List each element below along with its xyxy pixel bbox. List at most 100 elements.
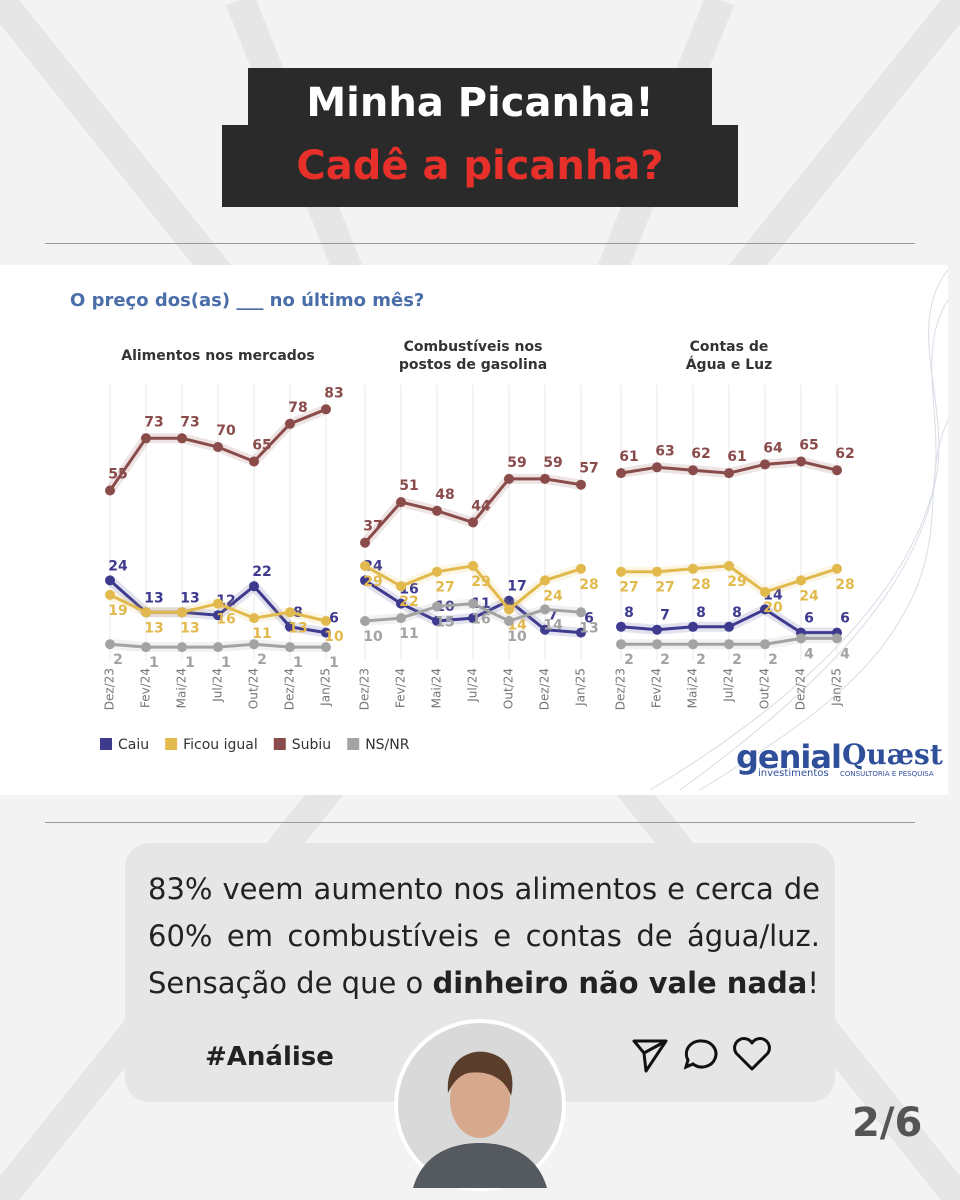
value-label: 1 bbox=[293, 655, 303, 671]
value-label: 2 bbox=[768, 652, 778, 668]
point bbox=[688, 563, 698, 574]
legend-label: Subiu bbox=[292, 737, 331, 753]
x-tick-label: Fev/24 bbox=[650, 668, 664, 708]
comment-icon[interactable] bbox=[683, 1039, 718, 1070]
value-label: 13 bbox=[144, 620, 163, 636]
value-label: 28 bbox=[691, 577, 710, 593]
value-label: 59 bbox=[507, 455, 526, 471]
like-icon[interactable] bbox=[733, 1037, 771, 1071]
point bbox=[360, 560, 370, 571]
value-label: 44 bbox=[471, 498, 491, 514]
point bbox=[724, 639, 734, 650]
value-label: 6 bbox=[840, 611, 850, 627]
share-icon[interactable] bbox=[632, 1039, 668, 1073]
point bbox=[832, 563, 842, 574]
value-label: 2 bbox=[257, 652, 267, 668]
page-number: 2/6 bbox=[852, 1100, 923, 1146]
value-label: 10 bbox=[324, 629, 344, 645]
point bbox=[321, 404, 331, 415]
x-tick-label: Jul/24 bbox=[722, 668, 736, 703]
value-label: 19 bbox=[108, 603, 127, 619]
point bbox=[760, 639, 770, 650]
point bbox=[540, 624, 550, 635]
point bbox=[396, 581, 406, 592]
point bbox=[213, 442, 223, 452]
point bbox=[321, 642, 331, 653]
value-label: 8 bbox=[696, 605, 706, 621]
caption-text: 83% veem aumento nos alimentos e cerca d… bbox=[148, 872, 820, 1000]
point bbox=[724, 468, 734, 479]
point bbox=[249, 456, 259, 467]
value-label: 13 bbox=[180, 620, 199, 636]
caption-text: ! bbox=[807, 966, 819, 1000]
point bbox=[105, 575, 115, 586]
point bbox=[468, 560, 478, 571]
x-tick-label: Jan/25 bbox=[830, 668, 844, 707]
value-label: 6 bbox=[804, 611, 814, 627]
value-label: 57 bbox=[579, 461, 598, 477]
point bbox=[285, 418, 295, 429]
value-label: 62 bbox=[835, 446, 854, 462]
logo-subtext: investimentos bbox=[758, 768, 829, 779]
value-label: 13 bbox=[180, 590, 199, 606]
point bbox=[576, 563, 586, 574]
x-tick-label: Mai/24 bbox=[686, 668, 700, 708]
point bbox=[576, 627, 586, 638]
value-label: 22 bbox=[399, 594, 418, 610]
point bbox=[652, 639, 662, 650]
point bbox=[213, 598, 223, 609]
avatar bbox=[394, 1019, 566, 1191]
value-label: 63 bbox=[655, 443, 674, 459]
point bbox=[760, 459, 770, 470]
value-label: 14 bbox=[543, 617, 563, 633]
caption-bold: dinheiro não vale nada bbox=[432, 966, 808, 1000]
charts: Dez/23 Fev/24 Mai/24 Jul/24 Out/24 Dez/24 Jan/… bbox=[100, 269, 949, 791]
point bbox=[652, 462, 662, 473]
value-label: 28 bbox=[835, 577, 854, 593]
point bbox=[141, 607, 151, 618]
value-label: 10 bbox=[363, 629, 383, 645]
x-tick-label: Fev/24 bbox=[139, 668, 153, 708]
value-label: 24 bbox=[799, 588, 819, 604]
legend-label: Ficou igual bbox=[183, 737, 258, 753]
value-label: 1 bbox=[329, 655, 339, 671]
point bbox=[652, 624, 662, 635]
legend-label: NS/NR bbox=[365, 737, 410, 753]
x-tick-label: Jan/25 bbox=[574, 668, 588, 707]
point bbox=[249, 639, 259, 650]
point bbox=[760, 587, 770, 597]
value-label: 29 bbox=[727, 574, 746, 590]
value-label: 51 bbox=[399, 478, 418, 494]
value-label: 78 bbox=[288, 400, 307, 416]
value-label: 24 bbox=[543, 588, 563, 604]
point bbox=[396, 598, 406, 609]
value-label: 1 bbox=[185, 655, 195, 671]
point bbox=[832, 633, 842, 644]
point bbox=[616, 639, 626, 650]
point bbox=[616, 468, 626, 479]
point bbox=[249, 581, 259, 592]
value-label: 70 bbox=[216, 423, 236, 439]
x-tick-label: Mai/24 bbox=[175, 668, 189, 708]
point bbox=[360, 616, 370, 626]
hashtag: #Análise bbox=[205, 1042, 334, 1072]
value-label: 11 bbox=[399, 626, 418, 642]
value-label: 48 bbox=[435, 487, 454, 503]
x-tick-label: Dez/24 bbox=[283, 668, 297, 710]
value-label: 1 bbox=[149, 655, 159, 671]
value-label: 61 bbox=[727, 449, 746, 465]
point bbox=[285, 621, 295, 632]
value-label: 4 bbox=[804, 646, 814, 662]
point bbox=[396, 613, 406, 624]
logo-subtext: CONSULTORIA E PESQUISA bbox=[840, 770, 934, 778]
x-tick-label: Dez/23 bbox=[614, 668, 628, 710]
value-label: 6 bbox=[584, 611, 594, 627]
value-label: 4 bbox=[840, 646, 850, 662]
point bbox=[688, 465, 698, 476]
value-label: 29 bbox=[363, 574, 382, 590]
x-tick-label: Out/24 bbox=[502, 668, 516, 709]
point bbox=[652, 566, 662, 577]
value-label: 20 bbox=[763, 600, 783, 616]
decoration bbox=[649, 269, 949, 791]
